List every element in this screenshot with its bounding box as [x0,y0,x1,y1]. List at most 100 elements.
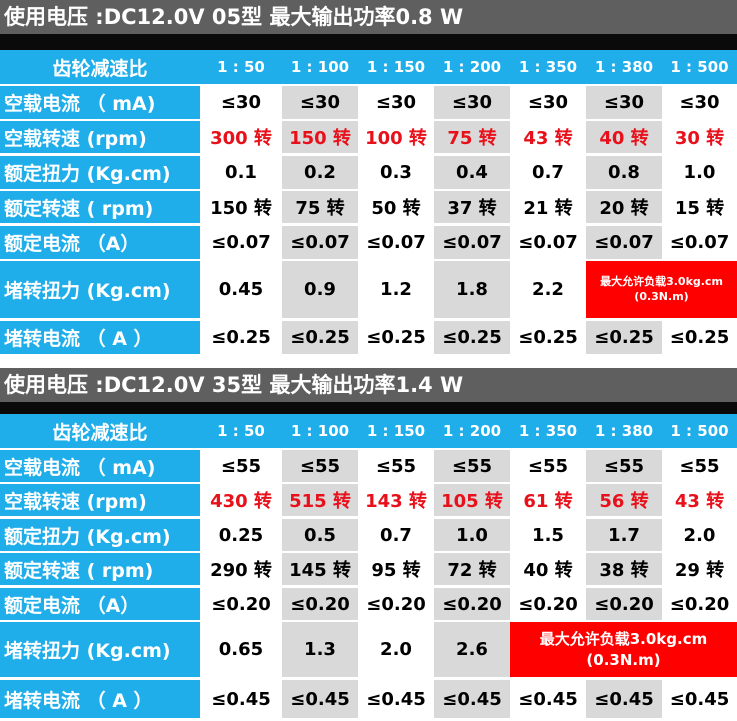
spec-cell: 0.9 [282,261,358,318]
spec-cell: 30 转 [662,121,737,153]
spec-cell: ≤0.25 [662,321,737,354]
max-load-note: 最大允许负载3.0kg.cm (0.3N.m) [510,622,737,677]
spec-cell: ≤0.07 [586,226,662,259]
spec-row-label: 空载转速 (rpm) [4,127,147,150]
section-title: 使用电压 :DC12.0V 05型 最大输出功率0.8 W [0,0,737,34]
spec-row-label: 额定转速 ( rpm) [4,559,154,582]
spec-row: 堵转电流 （ A ） ≤0.25 ≤0.25 ≤0.25 ≤0.25 ≤0.25 ≤0.25… [0,321,737,354]
spec-cell: ≤55 [662,450,737,482]
spec-cell: ≤55 [282,450,358,482]
spec-cell: 100 转 [358,121,434,153]
spec-cell: 1.8 [434,261,510,318]
spec-cell: 15 转 [662,191,737,223]
spec-cell: 2.6 [434,622,510,677]
spec-cell: 1.7 [586,519,662,551]
spec-cell: ≤0.20 [662,588,737,620]
spec-cell: 43 转 [662,484,737,516]
spec-cell: ≤0.45 [434,680,510,718]
spec-cell: ≤0.45 [510,680,586,718]
spec-cell: ≤55 [200,450,282,482]
spec-cell: ≤0.20 [200,588,282,620]
spec-cell: ≤0.20 [434,588,510,620]
spec-cell: 37 转 [434,191,510,223]
spec-cell: ≤0.25 [358,321,434,354]
spec-cell: 150 转 [200,191,282,223]
spec-cell: ≤0.20 [282,588,358,620]
ratio-header-label: 齿轮减速比 [52,421,148,444]
spec-row-label: 额定扭力 (Kg.cm) [4,163,171,185]
spec-row: 额定扭力 (Kg.cm) 0.1 0.2 0.3 0.4 0.7 0.8 1.0 [0,156,737,189]
spec-row: 空载转速 (rpm) 430 转 515 转 143 转 105 转 61 转 56 转 43… [0,484,737,516]
spec-cell: 1.0 [434,519,510,551]
spec-row-label: 堵转电流 （ A ） [4,689,153,712]
ratio-header-cell: 1 : 100 [290,422,350,440]
spec-cell: ≤0.25 [586,321,662,354]
spec-row-label: 额定电流 （A） [4,233,140,255]
ratio-header-cell: 1 : 380 [594,58,654,76]
spec-row-label: 堵转电流 （ A ） [4,328,153,350]
spec-row-label: 空载转速 (rpm) [4,490,147,513]
spec-row-label: 空载电流 （ mA) [4,456,156,479]
spec-cell: 1.3 [282,622,358,677]
spec-row: 堵转扭力 (Kg.cm) 0.65 1.3 2.0 2.6 最大允许负载3.0kg.cm(… [0,622,737,677]
spec-cell: ≤0.25 [434,321,510,354]
spec-cell: ≤0.07 [358,226,434,259]
spec-row-label: 额定转速 ( rpm) [4,197,154,220]
spec-cell: ≤0.45 [282,680,358,718]
spec-row: 额定电流 （A） ≤0.20 ≤0.20 ≤0.20 ≤0.20 ≤0.20 ≤0.20 ≤0… [0,588,737,620]
spec-cell: ≤0.45 [358,680,434,718]
spec-cell: 0.65 [200,622,282,677]
spec-row-label: 额定电流 （A） [4,594,140,617]
spec-cell: 0.1 [200,156,282,189]
spec-cell: ≤0.07 [434,226,510,259]
spec-cell: ≤0.07 [200,226,282,259]
spec-cell: 75 转 [434,121,510,153]
spec-cell: ≤0.07 [282,226,358,259]
spec-cell: 0.45 [200,261,282,318]
section-divider [0,402,737,414]
spec-cell: ≤0.07 [510,226,586,259]
max-load-note-line: (0.3N.m) [586,650,661,669]
spec-cell: ≤30 [358,86,434,119]
spec-cell: 2.2 [510,261,586,318]
ratio-header-label: 齿轮减速比 [52,57,148,80]
spec-cell: ≤30 [662,86,737,119]
ratio-header-cell: 1 : 500 [670,422,729,440]
ratio-header-row: 齿轮减速比 1 : 50 1 : 100 1 : 150 1 : 200 1 : 350 1… [0,414,737,448]
section-title: 使用电压 :DC12.0V 35型 最大输出功率1.4 W [0,368,737,402]
spec-cell: ≤30 [434,86,510,119]
spec-cell: ≤0.45 [200,680,282,718]
spec-cell: ≤0.20 [358,588,434,620]
max-load-note-line: (0.3N.m) [634,289,689,303]
spec-cell: 75 转 [282,191,358,223]
spec-cell: 40 转 [510,553,586,585]
spec-cell: ≤0.20 [510,588,586,620]
spec-cell: ≤55 [358,450,434,482]
ratio-header-cell: 1 : 200 [442,422,502,440]
spec-cell: 2.0 [358,622,434,677]
max-load-note-line: 最大允许负载3.0kg.cm [539,630,708,649]
spec-cell: ≤30 [200,86,282,119]
spec-cell: 1.2 [358,261,434,318]
spec-row-label: 堵转扭力 (Kg.cm) [4,640,171,662]
spec-cell: 0.25 [200,519,282,551]
spec-cell: ≤55 [434,450,510,482]
ratio-header-cell: 1 : 150 [366,58,426,76]
spec-cell: 29 转 [662,553,737,585]
spec-cell: 430 转 [200,484,282,516]
spec-cell: 1.5 [510,519,586,551]
spec-cell: 61 转 [510,484,586,516]
spec-row: 空载转速 (rpm) 300 转 150 转 100 转 75 转 43 转 40 转 30 … [0,121,737,153]
spec-cell: 50 转 [358,191,434,223]
spec-cell: 0.7 [358,519,434,551]
spec-cell: ≤0.20 [586,588,662,620]
spec-row: 堵转电流 （ A ） ≤0.45 ≤0.45 ≤0.45 ≤0.45 ≤0.45 ≤0.45… [0,680,737,718]
spec-cell: 290 转 [200,553,282,585]
spec-row: 空载电流 （ mA) ≤55 ≤55 ≤55 ≤55 ≤55 ≤55 ≤55 [0,450,737,482]
spec-cell: 150 转 [282,121,358,153]
spec-cell: 0.8 [586,156,662,189]
spec-cell: ≤0.45 [662,680,737,718]
max-load-note-line: 最大允许负载3.0kg.cm [600,274,723,288]
spec-row: 空载电流 （ mA) ≤30 ≤30 ≤30 ≤30 ≤30 ≤30 ≤30 [0,86,737,119]
spec-cell: 56 转 [586,484,662,516]
